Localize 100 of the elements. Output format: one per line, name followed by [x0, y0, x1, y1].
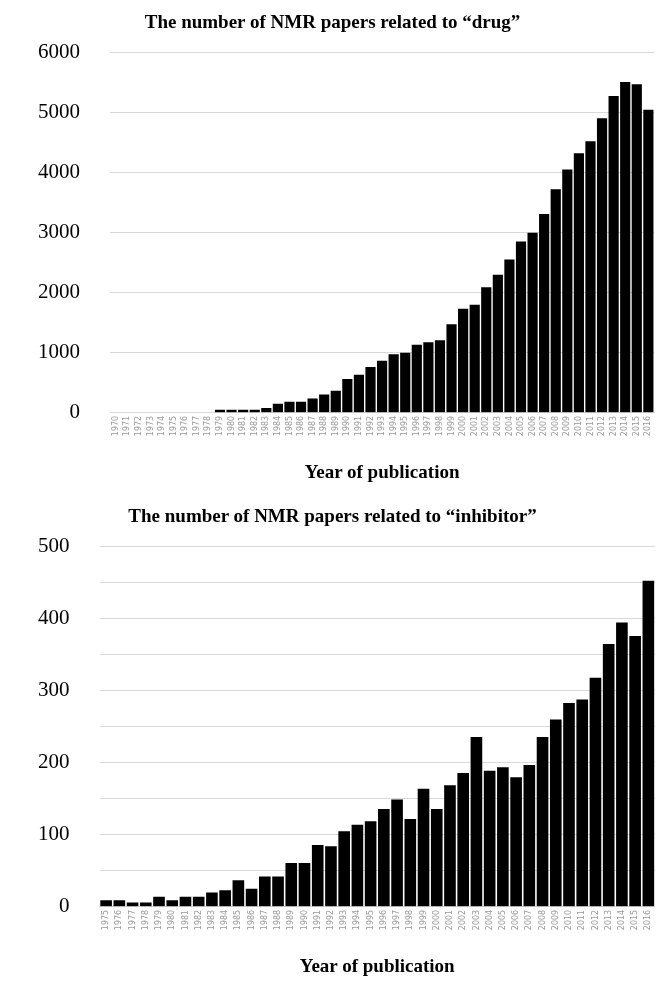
x-tick-label: 2013: [608, 415, 618, 437]
x-axis-title: Year of publication: [299, 954, 456, 976]
x-tick-label: 1997: [392, 909, 402, 931]
y-tick-label: 4000: [38, 159, 80, 184]
y-tick-label: 300: [38, 677, 70, 702]
x-tick-label: 1976: [114, 909, 124, 931]
x-tick-label: 1988: [273, 909, 283, 931]
x-tick-label: 2000: [431, 909, 441, 931]
x-tick-label: 1981: [238, 415, 248, 437]
x-tick-label: 2006: [511, 909, 521, 931]
x-tick-label: 1983: [261, 415, 271, 437]
x-axis-title: Year of publication: [304, 460, 460, 482]
x-tick-label: 1998: [435, 415, 445, 437]
bar: [589, 677, 602, 907]
x-tick-label: 1984: [272, 415, 282, 437]
chart-title: The number of NMR papers related to “drug”: [144, 11, 521, 33]
x-tick-label: 1999: [418, 909, 428, 931]
x-tick-label: 1971: [122, 415, 132, 437]
chart-title: The number of NMR papers related to “inhibitor”: [128, 505, 537, 527]
x-tick-label: 1975: [101, 909, 111, 931]
x-tick-label: 1973: [145, 415, 155, 437]
bar: [232, 880, 245, 907]
x-tick-label: 1989: [286, 909, 296, 931]
x-tick-label: 2005: [497, 909, 507, 931]
x-tick-label: 2015: [630, 909, 640, 931]
x-tick-label: 1970: [110, 415, 120, 437]
x-tick-label: 1986: [296, 415, 306, 437]
x-tick-label: 1979: [154, 909, 164, 931]
x-tick-label: 1989: [330, 415, 340, 437]
x-tick-label: 1975: [168, 415, 178, 437]
y-tick-label: 200: [38, 749, 70, 774]
x-tick-label: 1995: [400, 415, 410, 437]
x-tick-label: 2007: [539, 415, 549, 437]
x-tick-label: 2002: [458, 909, 468, 931]
x-tick-label: 1977: [127, 909, 137, 931]
x-tick-label: 1990: [342, 415, 352, 437]
x-tick-label: 2014: [616, 909, 626, 931]
x-tick-label: 2008: [537, 909, 547, 931]
bar: [417, 788, 430, 907]
x-tick-label: 1981: [180, 909, 190, 931]
x-tick-label: 2014: [620, 415, 630, 437]
y-tick-label: 0: [59, 893, 70, 918]
x-tick-label: 2011: [585, 415, 595, 437]
x-tick-label: 2003: [471, 909, 481, 931]
bar: [245, 888, 258, 907]
x-tick-label: 2006: [527, 415, 537, 437]
x-tick-label: 1985: [233, 909, 243, 931]
x-tick-label: 2010: [573, 415, 583, 437]
x-tick-label: 1978: [140, 909, 150, 931]
x-tick-label: 1991: [312, 909, 322, 931]
x-tick-label: 1999: [446, 415, 456, 437]
x-tick-label: 1996: [411, 415, 421, 437]
x-tick-label: 2012: [590, 909, 600, 931]
y-tick-label: 5000: [38, 99, 80, 124]
x-tick-label: 1983: [206, 909, 216, 931]
bar: [364, 821, 377, 907]
x-tick-label: 1985: [284, 415, 294, 437]
x-tick-label: 1987: [307, 415, 317, 437]
x-tick-label: 2001: [445, 909, 455, 931]
x-tick-label: 1986: [246, 909, 256, 931]
x-tick-label: 1987: [259, 909, 269, 931]
x-tick-label: 1982: [249, 415, 259, 437]
x-tick-label: 1972: [134, 415, 144, 437]
x-tick-label: 2009: [550, 909, 560, 931]
x-tick-label: 2011: [577, 909, 587, 931]
x-tick-label: 1992: [326, 909, 336, 931]
y-tick-label: 500: [38, 533, 70, 558]
x-tick-label: 1995: [365, 909, 375, 931]
y-tick-label: 2000: [38, 279, 80, 304]
x-tick-label: 1978: [203, 415, 213, 437]
x-tick-label: 1990: [299, 909, 309, 931]
x-tick-label: 1993: [339, 909, 349, 931]
bar: [470, 736, 483, 907]
x-tick-label: 1994: [352, 909, 362, 931]
x-tick-label: 1979: [215, 415, 225, 437]
x-tick-label: 2007: [524, 909, 534, 931]
x-tick-label: 2000: [458, 415, 468, 437]
y-tick-label: 0: [69, 399, 80, 424]
x-tick-label: 1976: [180, 415, 190, 437]
bar: [483, 770, 496, 907]
y-tick-label: 6000: [38, 39, 80, 64]
x-tick-label: 1998: [405, 909, 415, 931]
bar: [602, 644, 615, 907]
x-tick-label: 1996: [378, 909, 388, 931]
x-tick-label: 2003: [492, 415, 502, 437]
x-tick-label: 2004: [504, 415, 514, 437]
y-tick-label: 3000: [38, 219, 80, 244]
x-tick-label: 1988: [319, 415, 329, 437]
x-tick-label: 1980: [167, 909, 177, 931]
x-tick-label: 2001: [469, 415, 479, 437]
x-tick-label: 2016: [643, 909, 653, 931]
x-tick-label: 2015: [631, 415, 641, 437]
x-tick-label: 1994: [388, 415, 398, 437]
y-tick-label: 100: [38, 821, 70, 846]
bar: [642, 580, 655, 907]
x-tick-label: 2013: [603, 909, 613, 931]
x-tick-label: 1984: [220, 909, 230, 931]
x-tick-label: 1980: [226, 415, 236, 437]
bar: [523, 764, 536, 907]
x-tick-label: 2010: [564, 909, 574, 931]
